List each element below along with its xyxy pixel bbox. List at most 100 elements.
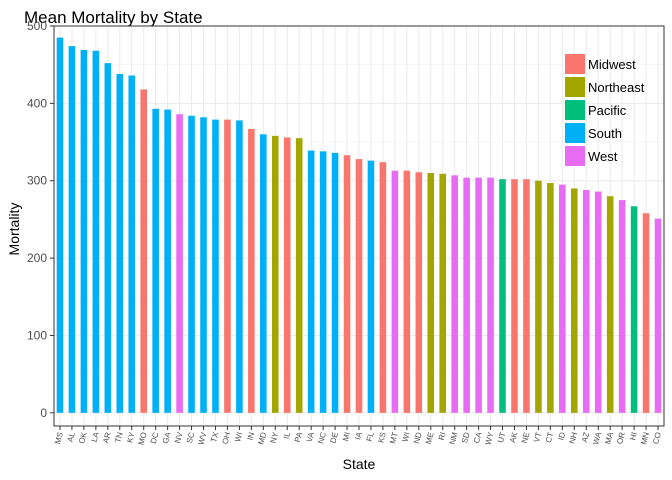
x-tick-label: AK <box>508 431 520 444</box>
bar-mt <box>391 170 399 413</box>
y-axis-title: Mortality <box>6 203 22 256</box>
x-tick-label: AZ <box>580 431 591 443</box>
x-tick-label: MA <box>603 431 615 446</box>
x-tick-label: NV <box>173 431 185 445</box>
legend-label-west: West <box>588 149 618 164</box>
bar-nm <box>451 175 458 413</box>
bar-ri <box>439 173 447 413</box>
legend-key-west <box>565 146 585 166</box>
y-tick-label: 100 <box>27 328 47 342</box>
x-tick-label: PA <box>293 431 304 444</box>
x-tick-label: WI <box>401 431 412 443</box>
x-tick-label: UT <box>496 431 507 444</box>
x-tick-label: MI <box>341 431 352 442</box>
bar-ct <box>547 183 554 413</box>
bar-nh <box>571 188 578 413</box>
bar-nd <box>415 172 423 413</box>
bar-md <box>260 134 267 413</box>
legend-key-pacific <box>565 100 585 120</box>
bar-in <box>248 128 255 413</box>
y-tick-label: 400 <box>27 96 47 110</box>
bar-tn <box>116 73 124 413</box>
bar-ma <box>606 196 614 413</box>
x-tick-label: MD <box>256 431 268 446</box>
x-tick-label: OR <box>615 431 627 445</box>
bar-tx <box>212 119 219 413</box>
x-tick-label: NY <box>269 431 281 445</box>
bar-ky <box>128 75 136 413</box>
x-tick-label: CA <box>472 431 484 445</box>
bar-nv <box>176 114 183 413</box>
bar-wv <box>200 117 207 413</box>
x-tick-label: CT <box>544 431 555 444</box>
bar-ut <box>499 179 506 413</box>
legend-key-south <box>565 123 585 143</box>
bar-wy <box>487 177 494 413</box>
bar-mi <box>343 155 351 413</box>
legend-label-midwest: Midwest <box>588 57 636 72</box>
x-tick-label: KY <box>125 431 137 444</box>
bar-ca <box>475 177 482 413</box>
x-tick-label: FL <box>365 431 376 443</box>
legend-label-northeast: Northeast <box>588 80 645 95</box>
x-tick-label: WY <box>483 431 495 446</box>
legend-label-pacific: Pacific <box>588 103 627 118</box>
x-tick-label: RI <box>437 431 448 441</box>
x-tick-label: VA <box>305 431 316 444</box>
bar-mn <box>642 213 650 413</box>
bar-al <box>68 46 76 413</box>
x-tick-label: IL <box>282 431 293 440</box>
legend-label-south: South <box>588 126 622 141</box>
bar-ga <box>164 109 171 413</box>
x-tick-label: TX <box>209 431 221 444</box>
x-tick-label: WA <box>591 431 603 446</box>
legend: Midwest Northeast Pacific South West <box>565 54 645 166</box>
bar-vt <box>535 180 542 413</box>
bar-pa <box>295 138 303 413</box>
x-axis-ticks: MS AL OK LA AR TN KY MO DC GA NV SC WV TX OH WI IN MD NY IL… <box>53 426 663 446</box>
bar-or <box>618 200 626 413</box>
x-tick-label: AL <box>66 431 77 443</box>
bar-ne <box>523 179 530 413</box>
bar-me <box>427 173 435 413</box>
chart-title: Mean Mortality by State <box>24 8 203 27</box>
x-tick-label: NC <box>316 431 328 445</box>
bar-il <box>283 137 291 413</box>
bar-hi <box>630 206 638 413</box>
x-tick-label: DE <box>328 431 340 444</box>
y-axis-ticks: 0 100 200 300 400 500 <box>27 19 54 420</box>
bar-wa <box>594 191 602 413</box>
bar-ms <box>56 37 64 413</box>
bar-wi <box>403 170 411 413</box>
y-tick-label: 0 <box>40 406 47 420</box>
x-tick-label: GA <box>161 431 173 445</box>
x-tick-label: CO <box>651 431 663 445</box>
x-tick-label: TN <box>113 431 125 444</box>
x-tick-label: IN <box>246 431 257 441</box>
bar-ar <box>104 63 112 413</box>
legend-key-northeast <box>565 77 585 97</box>
bar-ks <box>379 162 387 413</box>
x-tick-label: MS <box>53 431 65 445</box>
x-tick-label: NM <box>448 431 460 446</box>
y-tick-label: 500 <box>27 19 47 33</box>
x-tick-label: ME <box>424 431 436 445</box>
bar-ny <box>271 135 279 413</box>
x-tick-label: KS <box>376 431 387 444</box>
bar-ok <box>80 49 88 413</box>
x-tick-label: OH <box>221 431 233 445</box>
x-tick-label: LA <box>90 431 101 443</box>
bar-va <box>307 150 315 413</box>
x-tick-label: ID <box>557 431 568 441</box>
bar-az <box>582 190 590 413</box>
bar-la <box>92 50 100 413</box>
x-tick-label: MT <box>388 431 400 445</box>
x-tick-label: IA <box>353 431 364 441</box>
x-tick-label: DC <box>149 431 161 445</box>
x-tick-label: WV <box>196 431 208 446</box>
x-tick-label: MO <box>137 431 149 446</box>
y-tick-label: 300 <box>27 174 47 188</box>
x-tick-label: NH <box>568 431 580 445</box>
bar-mo <box>140 89 147 413</box>
